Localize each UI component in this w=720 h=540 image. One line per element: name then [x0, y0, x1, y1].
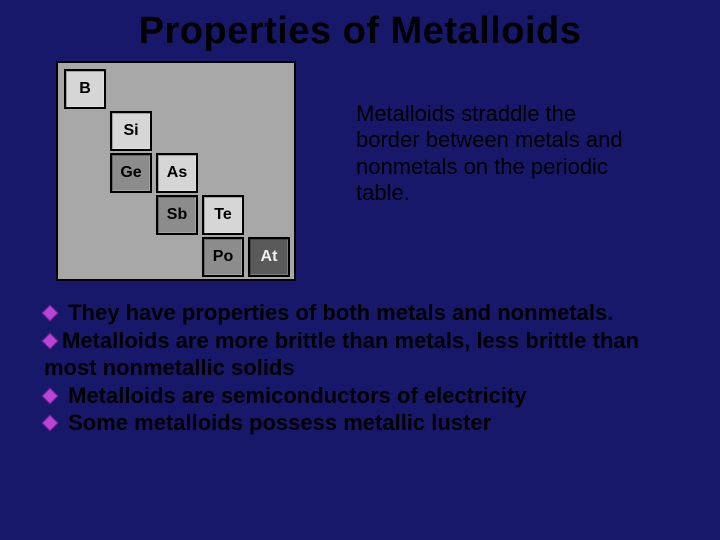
element-cell-as: As: [156, 153, 198, 193]
element-cell-at: At: [248, 237, 290, 277]
bullet-list: They have properties of both metals and …: [0, 281, 720, 437]
bullet-item: Metalloids are more brittle than metals,…: [44, 327, 676, 382]
diamond-bullet-icon: [42, 387, 59, 404]
element-cell-te: Te: [202, 195, 244, 235]
bullet-item: They have properties of both metals and …: [44, 299, 676, 327]
element-cell-sb: Sb: [156, 195, 198, 235]
periodic-table: BSiGeAsSbTePoAt: [56, 61, 296, 281]
description-text: Metalloids straddle the border between m…: [296, 61, 636, 207]
element-cell-po: Po: [202, 237, 244, 277]
element-cell-ge: Ge: [110, 153, 152, 193]
upper-row: BSiGeAsSbTePoAt Metalloids straddle the …: [0, 53, 720, 281]
diamond-bullet-icon: [42, 415, 59, 432]
element-cell-b: B: [64, 69, 106, 109]
bullet-item: Some metalloids possess metallic luster: [44, 409, 676, 437]
element-cell-si: Si: [110, 111, 152, 151]
diamond-bullet-icon: [42, 332, 59, 349]
bullet-item: Metalloids are semiconductors of electri…: [44, 382, 676, 410]
diamond-bullet-icon: [42, 305, 59, 322]
page-title: Properties of Metalloids: [0, 0, 720, 53]
